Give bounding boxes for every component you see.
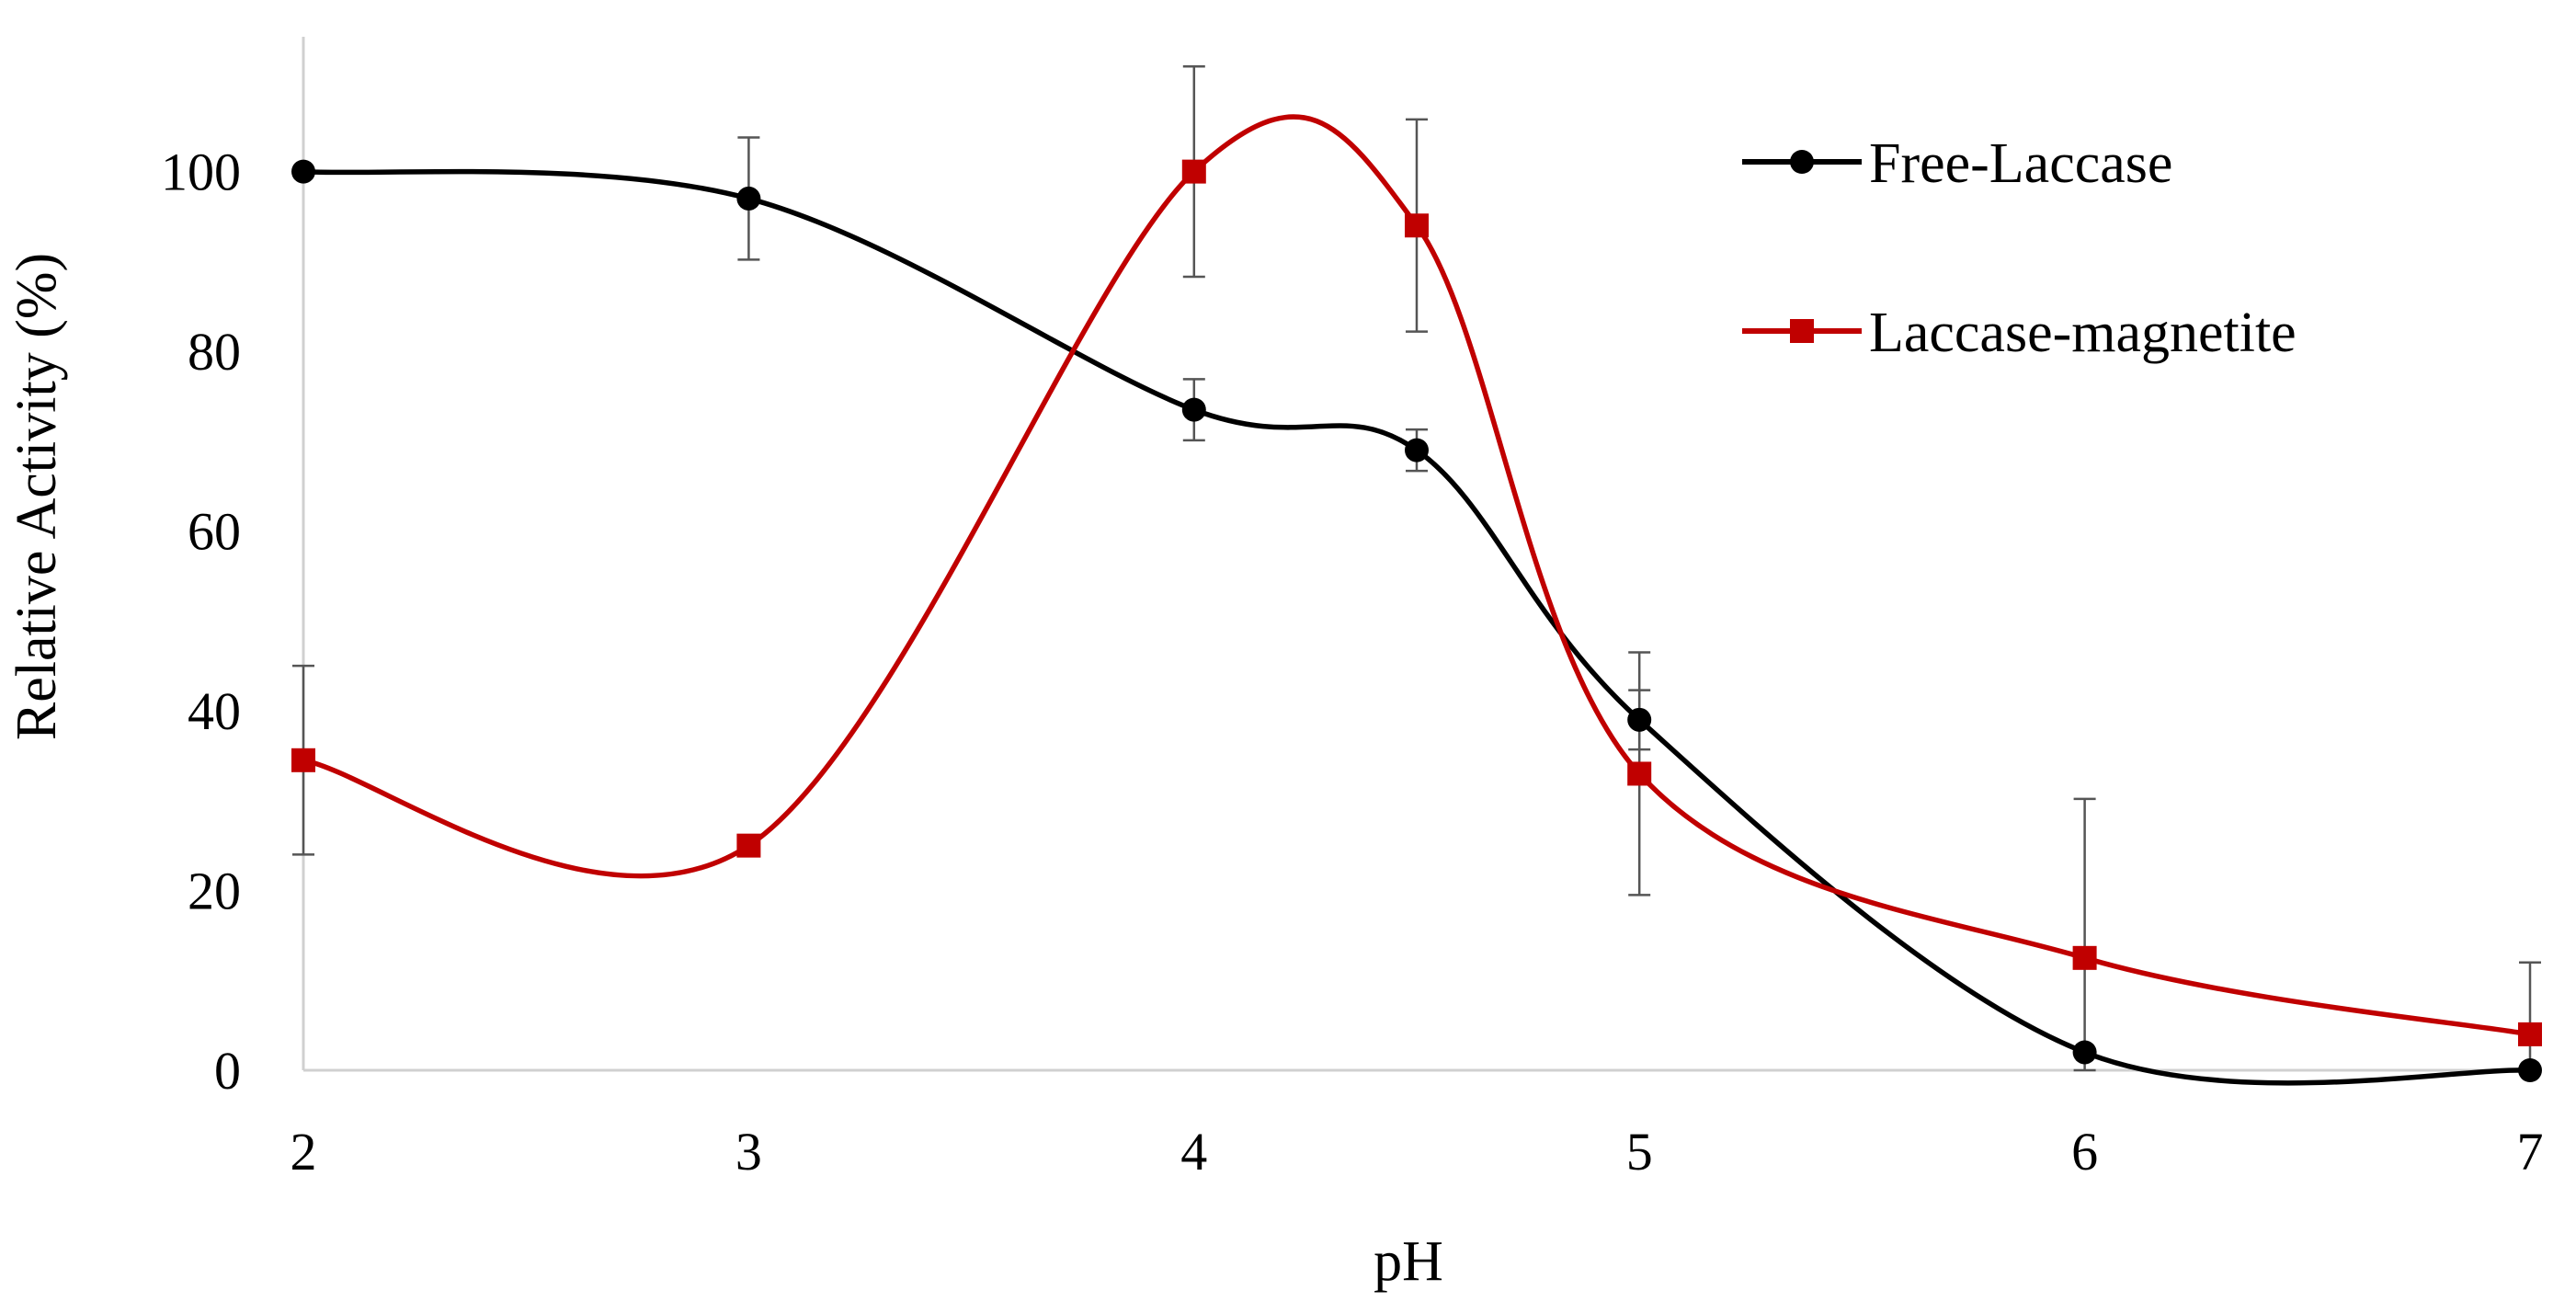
legend-marker-free-laccase — [1790, 150, 1814, 174]
point-laccase-magnetite-3 — [736, 833, 761, 858]
point-free-laccase-4.5 — [1405, 438, 1429, 462]
x-tick-label-3: 3 — [735, 1122, 762, 1182]
point-free-laccase-3 — [736, 186, 761, 211]
point-laccase-magnetite-2 — [291, 748, 315, 772]
point-free-laccase-4 — [1181, 397, 1206, 422]
x-axis-title: pH — [1373, 1230, 1443, 1293]
axes: 2 3 4 5 6 7 0 20 40 60 80 100 — [161, 37, 2544, 1182]
point-free-laccase-7 — [2518, 1058, 2542, 1082]
series-markers — [291, 159, 2542, 1082]
legend: Free-Laccase Laccase-magnetite — [1742, 132, 2297, 364]
x-tick-label-5: 5 — [1626, 1122, 1653, 1182]
error-bar-laccase-magnetite-7 — [2519, 961, 2541, 1072]
point-laccase-magnetite-7 — [2518, 1022, 2542, 1046]
point-laccase-magnetite-5 — [1627, 761, 1652, 786]
x-tick-label-7: 7 — [2517, 1122, 2544, 1182]
legend-marker-laccase-magnetite — [1790, 319, 1814, 343]
y-tick-label-40: 40 — [188, 681, 241, 741]
x-tick-label-6: 6 — [2071, 1122, 2098, 1182]
y-tick-label-0: 0 — [214, 1041, 241, 1101]
legend-entry-free-laccase: Free-Laccase — [1742, 132, 2172, 195]
point-laccase-magnetite-6 — [2072, 945, 2097, 970]
x-tick-label-2: 2 — [291, 1122, 317, 1182]
legend-label-laccase-magnetite: Laccase-magnetite — [1869, 302, 2297, 364]
point-laccase-magnetite-4 — [1181, 159, 1206, 184]
point-free-laccase-6 — [2072, 1040, 2097, 1065]
point-free-laccase-2 — [291, 159, 315, 184]
y-tick-label-20: 20 — [188, 862, 241, 921]
legend-entry-laccase-magnetite: Laccase-magnetite — [1742, 302, 2297, 364]
y-axis-title: Relative Activity (%) — [6, 253, 68, 740]
point-free-laccase-5 — [1627, 707, 1652, 732]
y-tick-label-100: 100 — [161, 143, 241, 202]
legend-label-free-laccase: Free-Laccase — [1869, 132, 2172, 195]
y-tick-label-60: 60 — [188, 502, 241, 562]
error-bar-laccase-magnetite-6 — [2073, 797, 2096, 1072]
y-tick-label-80: 80 — [188, 322, 241, 382]
point-laccase-magnetite-4.5 — [1405, 213, 1429, 238]
x-tick-label-4: 4 — [1180, 1122, 1207, 1182]
